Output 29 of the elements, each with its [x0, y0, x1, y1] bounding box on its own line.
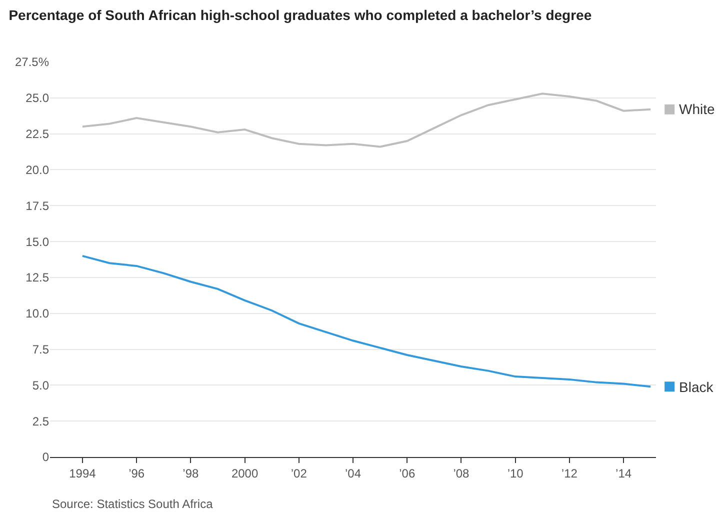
y-tick-label: 17.5 [26, 198, 50, 213]
y-tick-label: 0 [42, 450, 50, 464]
x-tick-label: ’96 [128, 466, 145, 480]
y-tick-label: 25.0 [26, 91, 50, 106]
x-tick-label: 2000 [231, 466, 258, 480]
y-tick-label: 22.5 [26, 127, 50, 142]
x-tick-label: ’06 [399, 466, 416, 480]
x-tick-label: ’02 [290, 466, 308, 480]
line-series [81, 254, 652, 388]
x-tick-label: ’12 [561, 466, 578, 480]
chart-title: Percentage of South African high-school graduates who completed a bachelor’s degree [8, 7, 592, 24]
x-tick-label: ’98 [182, 466, 200, 480]
y-tick-label: 12.5 [26, 270, 50, 285]
y-tick-label: 2.5 [32, 414, 50, 428]
x-tick-label: ’14 [616, 466, 632, 480]
source-note: Source: Statistics South Africa [52, 497, 214, 511]
y-tick-label: 20.0 [26, 162, 50, 177]
y-tick-label: 15.0 [26, 234, 50, 249]
y-tick-label: 5.0 [32, 378, 50, 392]
x-tick-label: 1994 [69, 466, 96, 480]
y-tick-label: 7.5 [32, 342, 50, 356]
legend-label: Black [679, 379, 714, 395]
x-tick-label: ’10 [507, 466, 524, 480]
x-tick-label: ’04 [344, 466, 362, 480]
legend-label: White [679, 101, 715, 117]
x-tick-label: ’08 [453, 466, 470, 480]
y-tick-label: 10.0 [26, 306, 50, 321]
line-series [81, 92, 652, 148]
y-tick-label: 27.5% [14, 55, 50, 70]
